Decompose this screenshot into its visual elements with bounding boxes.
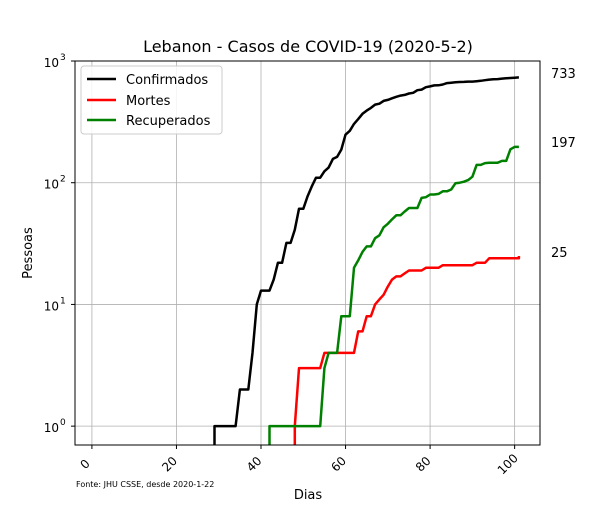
source-note: Fonte: JHU CSSE, desde 2020-1-22 (76, 480, 214, 489)
legend: Confirmados Mortes Recuperados (80, 65, 223, 135)
series-lines (213, 76, 521, 445)
x-axis-label: Dias (294, 488, 323, 500)
y-tick-exponent: 1 (60, 296, 66, 306)
y-tick-exponent: 2 (60, 175, 66, 185)
end-label-mortes: 25 (551, 246, 568, 261)
legend-label-recuperados: Recuperados (126, 114, 211, 129)
legend-label-confirmados: Confirmados (126, 73, 208, 88)
chart-title: Lebanon - Casos de COVID-19 (2020-5-2) (143, 37, 473, 56)
series-line-recuperados (268, 145, 519, 445)
end-label-recuperados: 197 (551, 136, 576, 151)
y-tick-label: 10 (44, 421, 59, 435)
y-axis-label: Pessoas (21, 227, 36, 279)
series-line-confirmados (213, 76, 519, 445)
y-tick-label: 10 (44, 178, 59, 192)
legend-box (80, 65, 223, 135)
y-tick-exponent: 0 (60, 418, 66, 428)
plot-frame (74, 60, 541, 446)
series-line-mortes (293, 256, 521, 445)
y-tick-label: 10 (44, 299, 59, 313)
end-label-confirmados: 733 (551, 67, 576, 82)
legend-label-mortes: Mortes (126, 94, 171, 109)
y-tick-exponent: 3 (60, 53, 66, 63)
y-tick-label: 10 (44, 56, 59, 70)
